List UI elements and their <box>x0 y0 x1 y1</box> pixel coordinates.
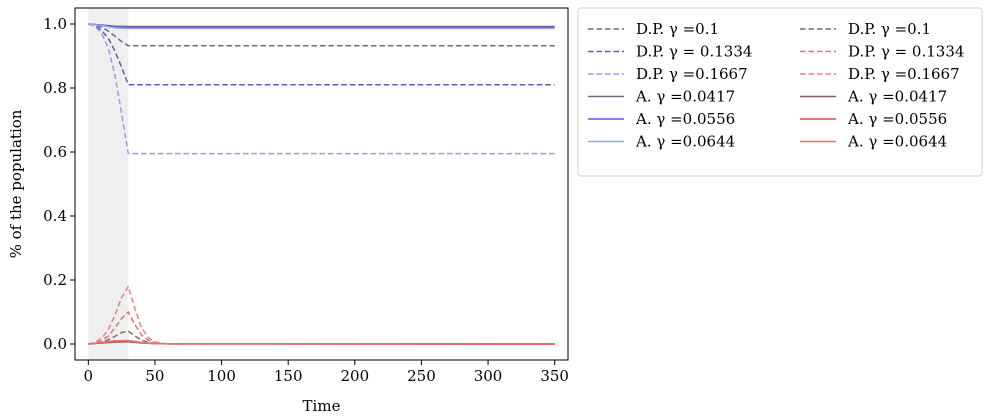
series-layer <box>88 23 555 345</box>
legend-label: D.P. γ =0.1667 <box>636 65 748 83</box>
legend-label: D.P. γ =0.1 <box>848 20 931 38</box>
y-tick-label: 0.0 <box>43 335 67 353</box>
series-line <box>88 23 555 29</box>
x-tick-label: 200 <box>340 367 369 385</box>
legend-label: A. γ =0.0556 <box>635 110 735 128</box>
x-tick-label: 350 <box>540 367 569 385</box>
series-line <box>88 23 555 47</box>
y-tick-label: 1.0 <box>43 15 67 33</box>
y-tick-label: 0.8 <box>43 79 67 97</box>
y-axis: 0.0 0.2 0.4 0.6 0.8 1.0 <box>43 15 75 353</box>
legend-label: A. γ =0.0417 <box>635 88 735 106</box>
legend-box <box>577 7 983 177</box>
y-axis-label: % of the population <box>7 109 25 258</box>
x-tick-label: 100 <box>207 367 236 385</box>
series-line <box>88 23 555 155</box>
y-tick-label: 0.6 <box>43 143 67 161</box>
shaded-interval <box>88 8 129 360</box>
legend-label: A. γ =0.0417 <box>847 88 947 106</box>
series-line <box>88 285 555 345</box>
legend-label: D.P. γ = 0.1334 <box>636 43 752 61</box>
series-line <box>88 23 555 30</box>
x-tick-label: 0 <box>84 367 94 385</box>
legend-label: A. γ =0.0644 <box>635 133 735 151</box>
legend-label: D.P. γ = 0.1334 <box>848 43 964 61</box>
y-tick-label: 0.4 <box>43 207 67 225</box>
x-tick-label: 50 <box>145 367 164 385</box>
x-tick-label: 250 <box>407 367 436 385</box>
legend-label: D.P. γ =0.1 <box>636 20 719 38</box>
axes-frame <box>74 7 569 361</box>
plot-area <box>74 7 569 361</box>
series-line <box>88 339 555 345</box>
series-line <box>88 23 555 86</box>
series-line <box>88 23 555 28</box>
y-tick-label: 0.2 <box>43 271 67 289</box>
legend-label: A. γ =0.0644 <box>847 133 947 151</box>
x-tick-label: 300 <box>474 367 503 385</box>
x-axis: 0 50 100 150 200 250 300 350 <box>84 360 569 385</box>
legend: D.P. γ =0.1 D.P. γ = 0.1334 D.P. γ =0.1667… <box>577 7 983 177</box>
x-tick-label: 150 <box>274 367 303 385</box>
series-line <box>88 311 555 345</box>
legend-label: D.P. γ =0.1667 <box>848 65 960 83</box>
legend-label: A. γ =0.0556 <box>847 110 947 128</box>
x-axis-label: Time <box>303 397 341 415</box>
